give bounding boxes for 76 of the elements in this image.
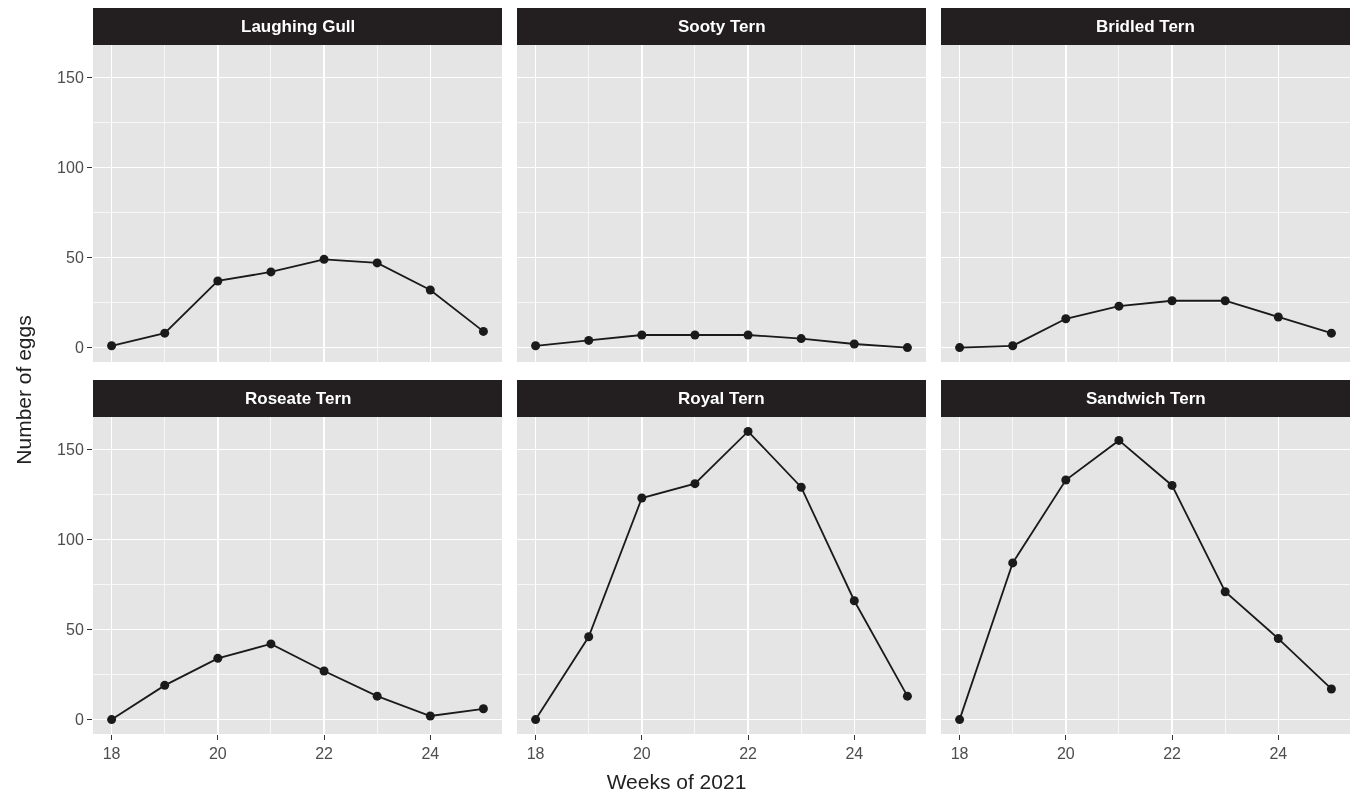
chart-title: Sooty Tern <box>678 17 766 36</box>
point <box>1008 341 1018 351</box>
y-tick-label: 0 <box>74 339 84 357</box>
point <box>531 715 541 725</box>
point <box>743 426 753 436</box>
point <box>584 632 594 642</box>
x-tick-label: 18 <box>950 745 969 763</box>
point <box>213 276 223 286</box>
x-tick-label: 18 <box>526 745 545 763</box>
point <box>1061 475 1071 485</box>
point <box>637 330 647 340</box>
point <box>796 482 806 492</box>
point <box>584 335 594 345</box>
y-tick-label: 150 <box>57 69 84 87</box>
point <box>902 691 912 701</box>
point <box>160 328 170 338</box>
y-tick-label: 100 <box>57 531 84 549</box>
x-tick-label: 22 <box>1163 745 1182 763</box>
point <box>1167 296 1177 306</box>
point <box>955 715 965 725</box>
point <box>690 330 700 340</box>
y-tick-label: 50 <box>66 621 84 639</box>
point <box>1220 587 1230 597</box>
x-tick-label: 22 <box>315 745 334 763</box>
point <box>743 330 753 340</box>
x-tick-label: 24 <box>845 745 864 763</box>
point <box>531 341 541 351</box>
x-tick-label: 24 <box>1269 745 1288 763</box>
y-tick-label: 50 <box>66 249 84 267</box>
point <box>425 285 435 295</box>
y-tick-label: 100 <box>57 159 84 177</box>
point <box>1114 301 1124 311</box>
point <box>955 343 965 353</box>
x-tick-label: 22 <box>739 745 758 763</box>
point <box>213 653 223 663</box>
point <box>1326 328 1336 338</box>
y-tick-label: 150 <box>57 441 84 459</box>
point <box>1167 480 1177 490</box>
x-tick-label: 18 <box>102 745 121 763</box>
point <box>372 691 382 701</box>
point <box>372 258 382 268</box>
point <box>478 326 488 336</box>
point <box>425 711 435 721</box>
point <box>690 479 700 489</box>
chart-title: Roseate Tern <box>245 389 352 408</box>
x-axis-title: Weeks of 2021 <box>605 770 748 794</box>
point <box>319 666 329 676</box>
chart-title: Royal Tern <box>678 389 765 408</box>
point <box>1273 312 1283 322</box>
point <box>1326 684 1336 694</box>
chart-title: Sandwich Tern <box>1086 389 1206 408</box>
point <box>1220 296 1230 306</box>
point <box>1114 435 1124 445</box>
chart-title: Laughing Gull <box>241 17 356 36</box>
x-tick-label: 24 <box>421 745 440 763</box>
x-tick-label: 20 <box>208 745 227 763</box>
x-tick-label: 20 <box>1056 745 1075 763</box>
y-tick-label: 0 <box>74 711 84 729</box>
point <box>1008 558 1018 568</box>
point <box>107 341 117 351</box>
point <box>478 704 488 714</box>
chart-title: Bridled Tern <box>1096 17 1195 36</box>
point <box>637 493 647 503</box>
y-axis-title: Number of eggs <box>12 315 36 465</box>
point <box>1061 314 1071 324</box>
point <box>266 267 276 277</box>
point <box>1273 634 1283 644</box>
point <box>796 334 806 344</box>
point <box>319 254 329 264</box>
point <box>902 343 912 353</box>
point <box>266 639 276 649</box>
x-tick-label: 20 <box>632 745 651 763</box>
point <box>160 680 170 690</box>
point <box>849 339 859 349</box>
point <box>849 596 859 606</box>
point <box>107 715 117 725</box>
